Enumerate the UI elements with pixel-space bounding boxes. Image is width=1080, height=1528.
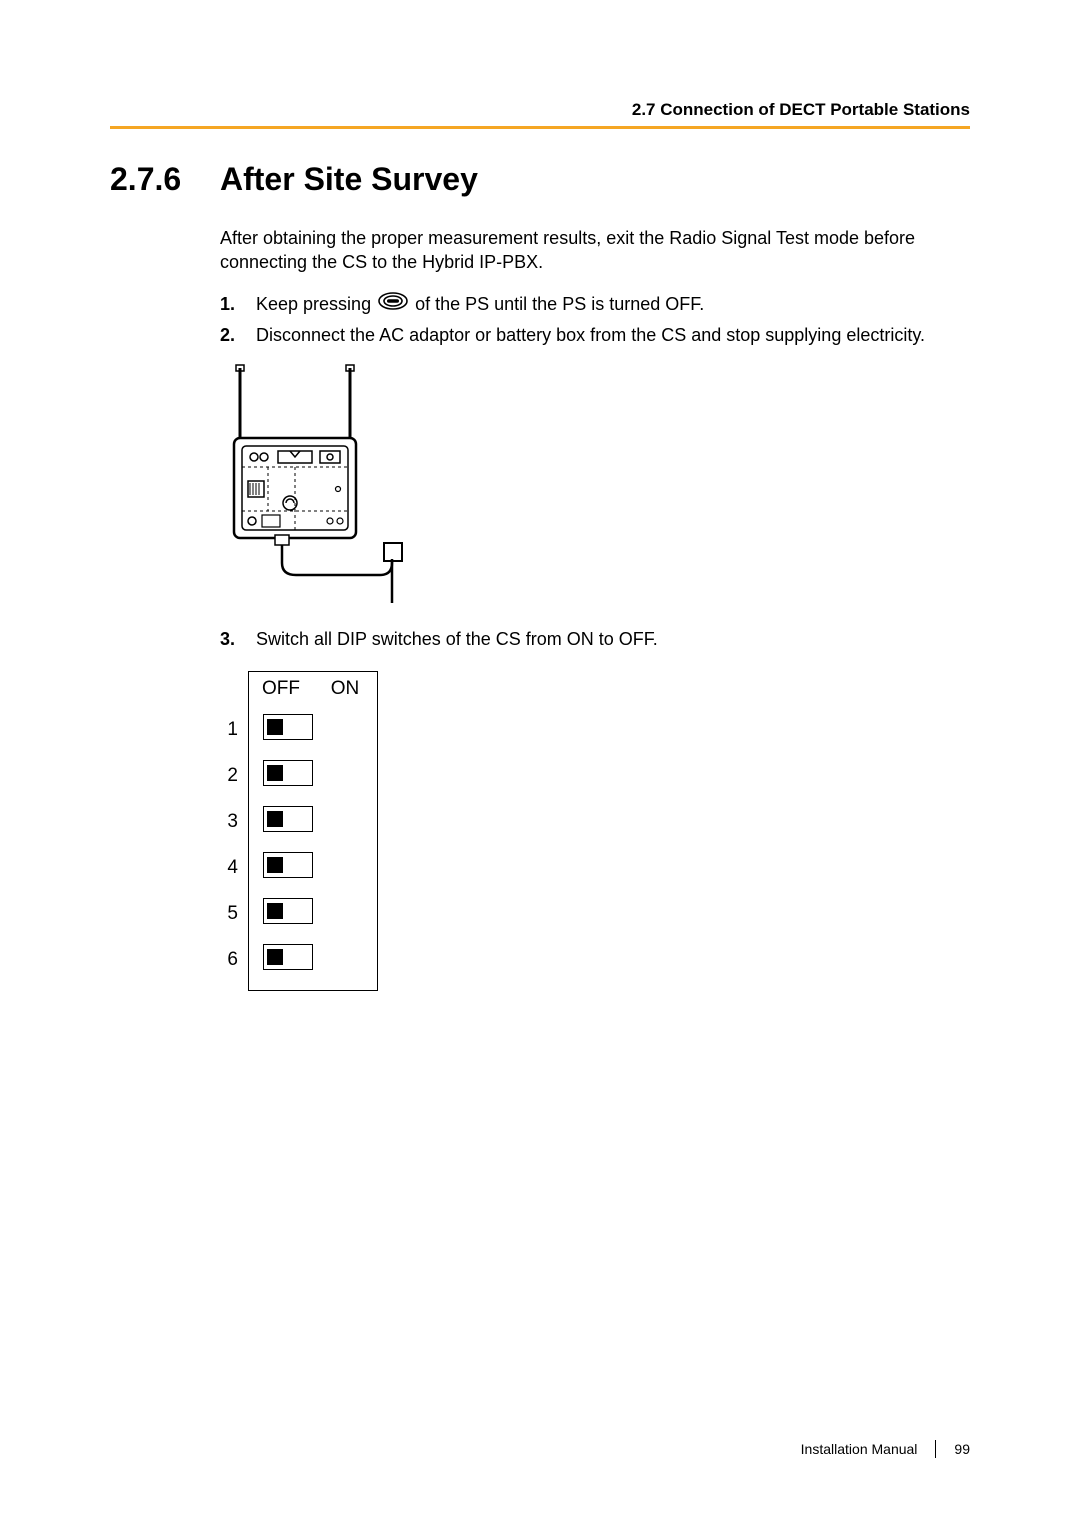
power-off-icon (378, 291, 408, 318)
dip-knob-3 (267, 811, 283, 827)
step-list: Keep pressing of the PS until the PS is … (220, 291, 970, 350)
footer-divider (935, 1440, 936, 1458)
dip-row (249, 842, 377, 888)
section-number: 2.7.6 (110, 161, 220, 198)
dip-slot-3 (263, 806, 313, 832)
dip-row (249, 934, 377, 980)
body: After obtaining the proper measurement r… (220, 226, 970, 991)
page-footer: Installation Manual 99 (801, 1440, 970, 1458)
dip-row-numbers: 1 2 3 4 5 6 (220, 707, 238, 983)
dip-switch-figure: 1 2 3 4 5 6 OFF ON (220, 671, 970, 991)
section-title-text: After Site Survey (220, 161, 478, 197)
dip-slot-4 (263, 852, 313, 878)
footer-page-number: 99 (954, 1441, 970, 1457)
dip-slot-1 (263, 714, 313, 740)
dip-row (249, 796, 377, 842)
step-2-text: Disconnect the AC adaptor or battery box… (256, 325, 925, 345)
dip-slot-2 (263, 760, 313, 786)
dip-row (249, 750, 377, 796)
section-title: 2.7.6After Site Survey (110, 161, 970, 198)
dip-num-6: 6 (220, 937, 238, 983)
dip-knob-5 (267, 903, 283, 919)
step-1-text-b: of the PS until the PS is turned OFF. (415, 294, 704, 314)
dip-row (249, 888, 377, 934)
step-1-text-a: Keep pressing (256, 294, 376, 314)
step-1: Keep pressing of the PS until the PS is … (220, 291, 970, 319)
running-head: 2.7 Connection of DECT Portable Stations (110, 100, 970, 120)
dip-box: OFF ON (248, 671, 378, 991)
dip-num-2: 2 (220, 753, 238, 799)
dip-row (249, 704, 377, 750)
dip-knob-2 (267, 765, 283, 781)
dip-knob-1 (267, 719, 283, 735)
dip-num-5: 5 (220, 891, 238, 937)
dip-on-label: ON (313, 672, 377, 704)
dip-slot-5 (263, 898, 313, 924)
intro-paragraph: After obtaining the proper measurement r… (220, 226, 970, 275)
step-2: Disconnect the AC adaptor or battery box… (220, 322, 970, 349)
cs-device-figure (220, 363, 970, 608)
dip-knob-4 (267, 857, 283, 873)
dip-num-1: 1 (220, 707, 238, 753)
footer-manual-name: Installation Manual (801, 1441, 918, 1457)
dip-slot-6 (263, 944, 313, 970)
page: 2.7 Connection of DECT Portable Stations… (0, 0, 1080, 1528)
header-rule (110, 126, 970, 129)
step-list-continued: Switch all DIP switches of the CS from O… (220, 626, 970, 653)
step-3: Switch all DIP switches of the CS from O… (220, 626, 970, 653)
dip-num-3: 3 (220, 799, 238, 845)
step-3-text: Switch all DIP switches of the CS from O… (256, 629, 658, 649)
dip-off-label: OFF (249, 672, 313, 704)
dip-num-4: 4 (220, 845, 238, 891)
dip-knob-6 (267, 949, 283, 965)
